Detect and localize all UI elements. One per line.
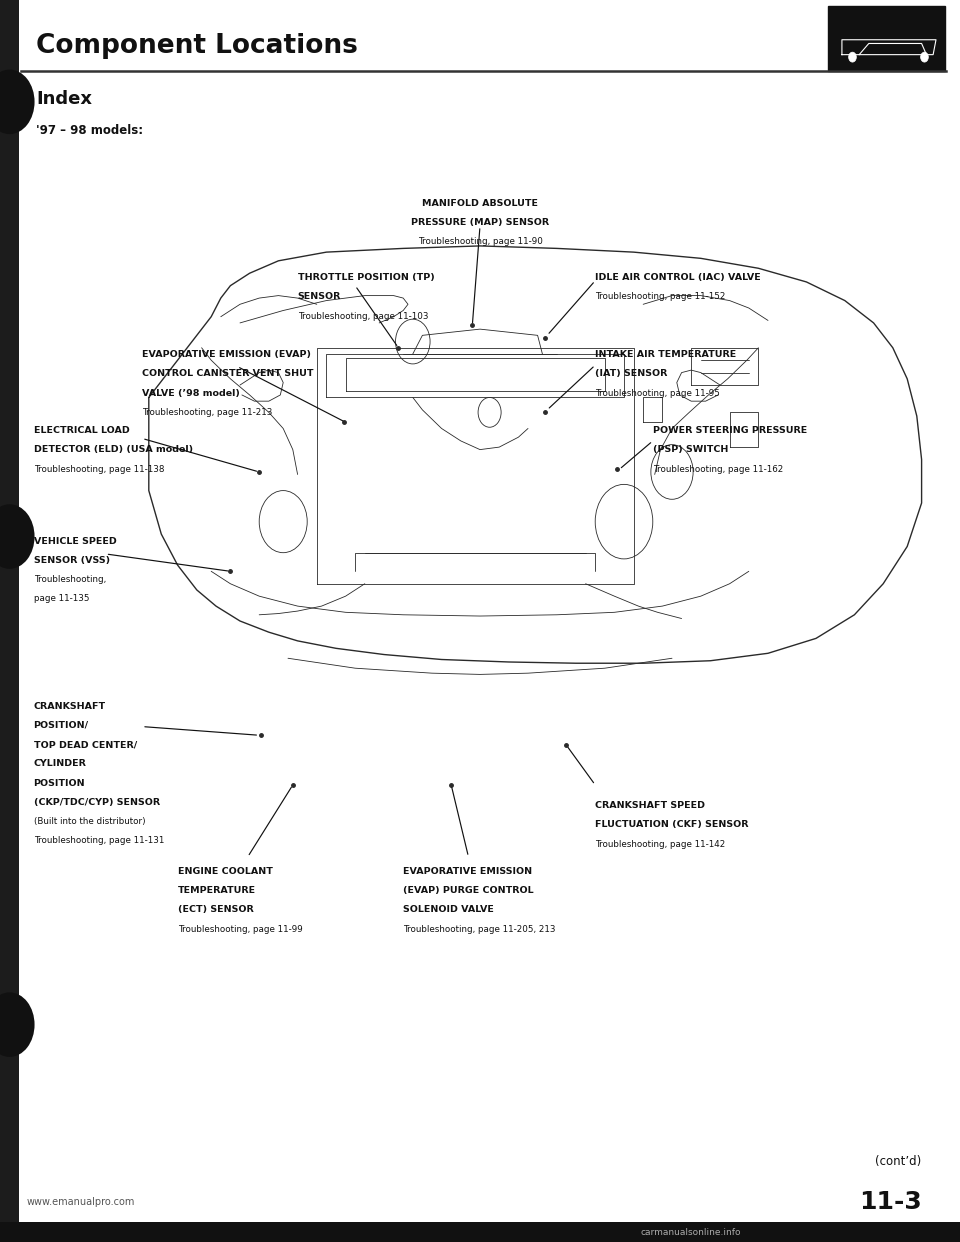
Text: PRESSURE (MAP) SENSOR: PRESSURE (MAP) SENSOR (411, 219, 549, 227)
Text: Troubleshooting, page 11-131: Troubleshooting, page 11-131 (34, 837, 164, 846)
Text: CONTROL CANISTER VENT SHUT: CONTROL CANISTER VENT SHUT (142, 370, 314, 379)
Text: SENSOR (VSS): SENSOR (VSS) (34, 556, 109, 565)
Text: Troubleshooting, page 11-99: Troubleshooting, page 11-99 (178, 924, 302, 934)
Circle shape (0, 504, 35, 569)
Text: Troubleshooting,: Troubleshooting, (34, 575, 106, 584)
Circle shape (0, 70, 35, 134)
Text: (Built into the distributor): (Built into the distributor) (34, 817, 145, 826)
Text: POWER STEERING PRESSURE: POWER STEERING PRESSURE (653, 426, 807, 435)
Text: Troubleshooting, page 11-213: Troubleshooting, page 11-213 (142, 407, 273, 417)
Text: MANIFOLD ABSOLUTE: MANIFOLD ABSOLUTE (422, 199, 538, 207)
Text: Troubleshooting, page 11-162: Troubleshooting, page 11-162 (653, 465, 783, 473)
Text: TEMPERATURE: TEMPERATURE (178, 887, 255, 895)
Text: ELECTRICAL LOAD: ELECTRICAL LOAD (34, 426, 130, 435)
Text: Troubleshooting, page 11-138: Troubleshooting, page 11-138 (34, 465, 164, 473)
Text: SENSOR: SENSOR (298, 292, 341, 302)
Bar (0, 1222, 960, 1242)
Text: CRANKSHAFT SPEED: CRANKSHAFT SPEED (595, 801, 706, 810)
Text: (cont’d): (cont’d) (876, 1155, 922, 1167)
Text: EVAPORATIVE EMISSION: EVAPORATIVE EMISSION (403, 867, 533, 876)
Text: Troubleshooting, page 11-152: Troubleshooting, page 11-152 (595, 292, 726, 302)
Text: IDLE AIR CONTROL (IAC) VALVE: IDLE AIR CONTROL (IAC) VALVE (595, 273, 761, 282)
Text: DETECTOR (ELD) (USA model): DETECTOR (ELD) (USA model) (34, 445, 193, 455)
Text: VALVE (’98 model): VALVE (’98 model) (142, 389, 240, 397)
Text: Troubleshooting, page 11-90: Troubleshooting, page 11-90 (418, 237, 542, 246)
Text: '97 – 98 models:: '97 – 98 models: (36, 124, 144, 137)
Text: ENGINE COOLANT: ENGINE COOLANT (178, 867, 273, 876)
Text: FLUCTUATION (CKF) SENSOR: FLUCTUATION (CKF) SENSOR (595, 821, 749, 830)
Text: (ECT) SENSOR: (ECT) SENSOR (178, 905, 253, 914)
Text: Troubleshooting, page 11-95: Troubleshooting, page 11-95 (595, 389, 720, 397)
Text: carmanualsonline.info: carmanualsonline.info (641, 1227, 741, 1237)
Text: EVAPORATIVE EMISSION (EVAP): EVAPORATIVE EMISSION (EVAP) (142, 350, 311, 359)
Bar (0, 0, 19, 1242)
Circle shape (921, 52, 928, 62)
Text: THROTTLE POSITION (TP): THROTTLE POSITION (TP) (298, 273, 434, 282)
Text: (CKP/TDC/CYP) SENSOR: (CKP/TDC/CYP) SENSOR (34, 799, 159, 807)
Text: POSITION/: POSITION/ (34, 720, 88, 730)
Text: Troubleshooting, page 11-142: Troubleshooting, page 11-142 (595, 840, 726, 848)
Bar (828, 6, 945, 71)
Circle shape (0, 992, 35, 1057)
Text: (EVAP) PURGE CONTROL: (EVAP) PURGE CONTROL (403, 887, 534, 895)
Text: INTAKE AIR TEMPERATURE: INTAKE AIR TEMPERATURE (595, 350, 736, 359)
Text: page 11-135: page 11-135 (34, 595, 89, 604)
Text: Troubleshooting, page 11-103: Troubleshooting, page 11-103 (298, 312, 428, 320)
Text: CYLINDER: CYLINDER (34, 759, 86, 769)
Text: POSITION: POSITION (34, 779, 85, 787)
Text: Component Locations: Component Locations (36, 34, 358, 58)
Text: (IAT) SENSOR: (IAT) SENSOR (595, 370, 667, 379)
Text: CRANKSHAFT: CRANKSHAFT (34, 702, 106, 710)
Text: Troubleshooting, page 11-205, 213: Troubleshooting, page 11-205, 213 (403, 924, 556, 934)
Text: SOLENOID VALVE: SOLENOID VALVE (403, 905, 494, 914)
Text: TOP DEAD CENTER/: TOP DEAD CENTER/ (34, 740, 137, 749)
Text: www.emanualpro.com: www.emanualpro.com (27, 1197, 135, 1207)
Text: VEHICLE SPEED: VEHICLE SPEED (34, 537, 116, 545)
Text: (PSP) SWITCH: (PSP) SWITCH (653, 445, 729, 455)
Text: Index: Index (36, 91, 92, 108)
Circle shape (849, 52, 856, 62)
Text: 11-3: 11-3 (859, 1190, 922, 1215)
